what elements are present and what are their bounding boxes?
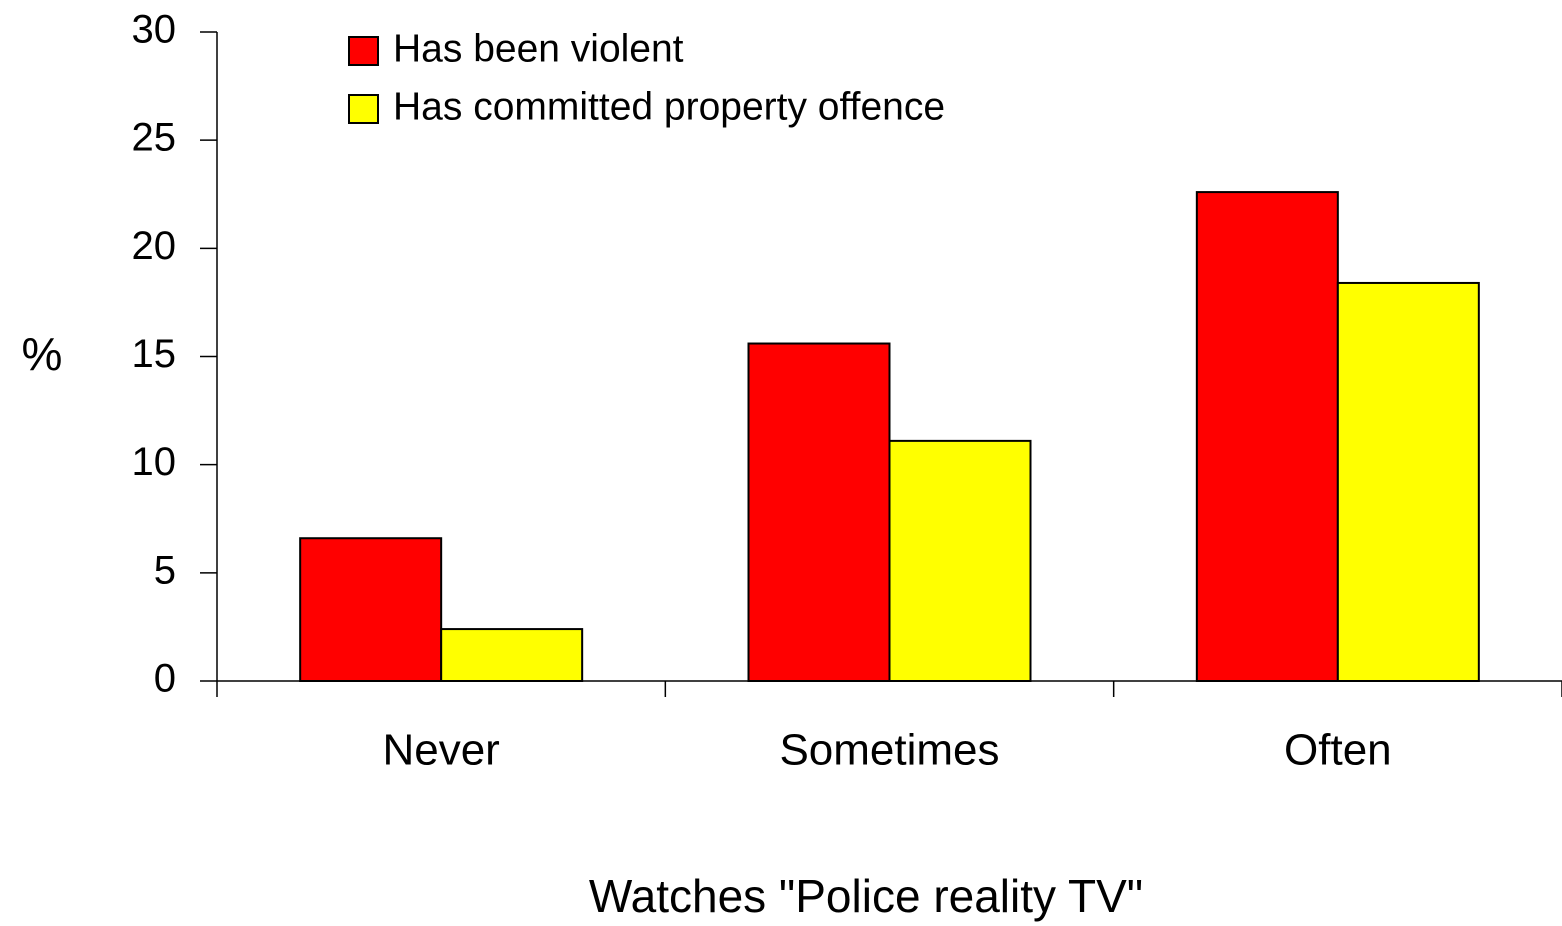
y-axis-label: % [22,328,63,380]
x-tick-label: Never [382,726,499,775]
y-tick-label: 30 [132,8,177,52]
y-tick-label: 5 [154,548,176,592]
bar [747,342,891,682]
x-tick-label: Often [1284,726,1392,775]
legend-swatch [348,94,379,124]
y-tick-label: 0 [154,657,176,701]
x-axis-label: Watches "Police reality TV" [589,870,1143,922]
bar [888,439,1032,682]
legend-label: Has been violent [393,27,684,70]
y-tick-label: 15 [132,332,177,376]
legend-label: Has committed property offence [393,85,945,128]
bar [299,537,443,682]
y-tick-label: 25 [132,116,177,160]
legend-swatch [348,36,379,66]
y-tick-label: 10 [132,440,177,484]
bar [440,628,584,683]
bar [1336,281,1480,682]
y-tick-label: 20 [132,224,177,268]
x-tick-label: Sometimes [779,726,999,775]
bar [1195,191,1339,682]
